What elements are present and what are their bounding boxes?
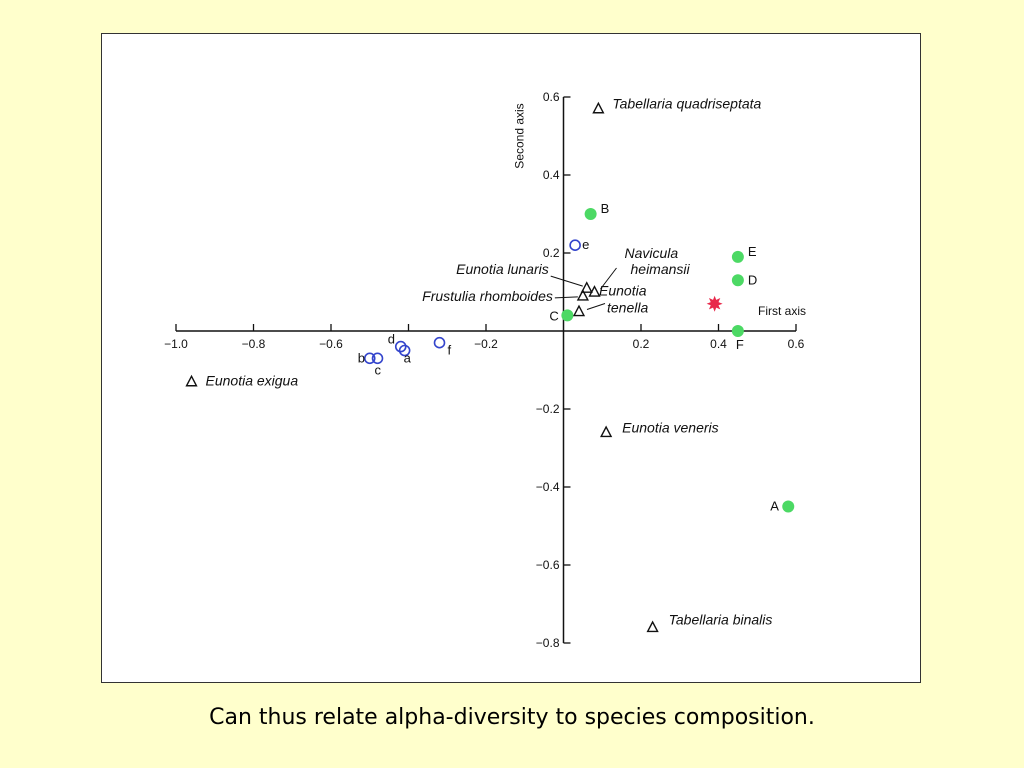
species-point: [646, 620, 659, 633]
y-tick-label: −0.8: [536, 636, 560, 650]
species-label: Tabellaria quadriseptata: [612, 96, 761, 112]
site-label: a: [404, 351, 412, 366]
site-label: D: [748, 272, 757, 287]
site-point-open: [371, 352, 384, 365]
x-tick-label: 0.6: [788, 337, 805, 351]
site-label: e: [582, 237, 589, 252]
species-point: [600, 425, 613, 438]
y-tick-label: 0.4: [543, 168, 560, 182]
site-point-open: [433, 336, 446, 349]
site-label: b: [358, 350, 365, 365]
species-leader-line: [550, 275, 583, 287]
y-axis-title: Second axis: [513, 103, 527, 168]
site-point-filled: [731, 250, 744, 263]
site-label: d: [388, 332, 395, 347]
species-label: Eunotia lunaris: [456, 261, 549, 277]
species-leader-line: [554, 296, 578, 299]
y-tick-label: 0.6: [543, 90, 560, 104]
species-label: Navicula heimansii: [625, 245, 691, 277]
site-label: E: [748, 244, 757, 259]
y-tick-label: −0.6: [536, 558, 560, 572]
y-tick-label: −0.4: [536, 480, 560, 494]
site-point-filled: [782, 500, 795, 513]
species-leader-line: [586, 303, 606, 310]
y-tick-label: −0.2: [536, 402, 560, 416]
chart-svg: −1.0 −0.8 −0.6 −0.2 0.2 0.4 0.6 0.6 0.4 0.2 −0.2 −0…: [164, 90, 806, 650]
site-point-filled: [731, 325, 744, 337]
site-point-filled: [561, 309, 574, 322]
site-label: c: [375, 362, 382, 377]
species-point: [576, 288, 589, 301]
x-tick-label: −0.2: [474, 337, 498, 351]
x-tick-label: 0.2: [633, 337, 650, 351]
site-point-filled: [584, 208, 597, 220]
slide-caption: Can thus relate alpha-diversity to speci…: [209, 705, 815, 730]
species-point: [185, 374, 198, 387]
x-tick-label: −1.0: [164, 337, 188, 351]
target-star-point: [706, 295, 723, 312]
site-label: A: [770, 499, 779, 514]
x-axis-title: First axis: [758, 304, 806, 318]
ordination-chart: −1.0 −0.8 −0.6 −0.2 0.2 0.4 0.6 0.6 0.4 0.2 −0.2 −0…: [101, 33, 921, 683]
x-tick-label: 0.4: [710, 337, 727, 351]
species-label: Tabellaria binalis: [669, 611, 773, 627]
y-tick-label: 0.2: [543, 246, 560, 260]
species-point: [592, 101, 605, 114]
species-label: Eunotia exigua: [206, 373, 299, 389]
species-leader-line: [600, 267, 617, 290]
site-point-open: [394, 340, 407, 353]
site-point-open: [569, 239, 581, 251]
species-point: [580, 281, 593, 293]
species-label: Eunotia tenella: [599, 283, 648, 316]
species-point: [572, 304, 586, 317]
site-point-filled: [731, 274, 744, 287]
site-label: f: [448, 343, 452, 358]
site-point-open: [363, 352, 376, 365]
site-label: F: [736, 337, 744, 352]
species-label: Frustulia rhomboides: [422, 288, 553, 304]
species-label: Eunotia veneris: [622, 419, 719, 435]
site-label: C: [549, 308, 558, 323]
x-tick-label: −0.8: [242, 337, 266, 351]
site-label: B: [601, 201, 610, 216]
site-point-open: [398, 344, 411, 357]
species-point: [588, 285, 601, 297]
x-tick-label: −0.6: [319, 337, 343, 351]
